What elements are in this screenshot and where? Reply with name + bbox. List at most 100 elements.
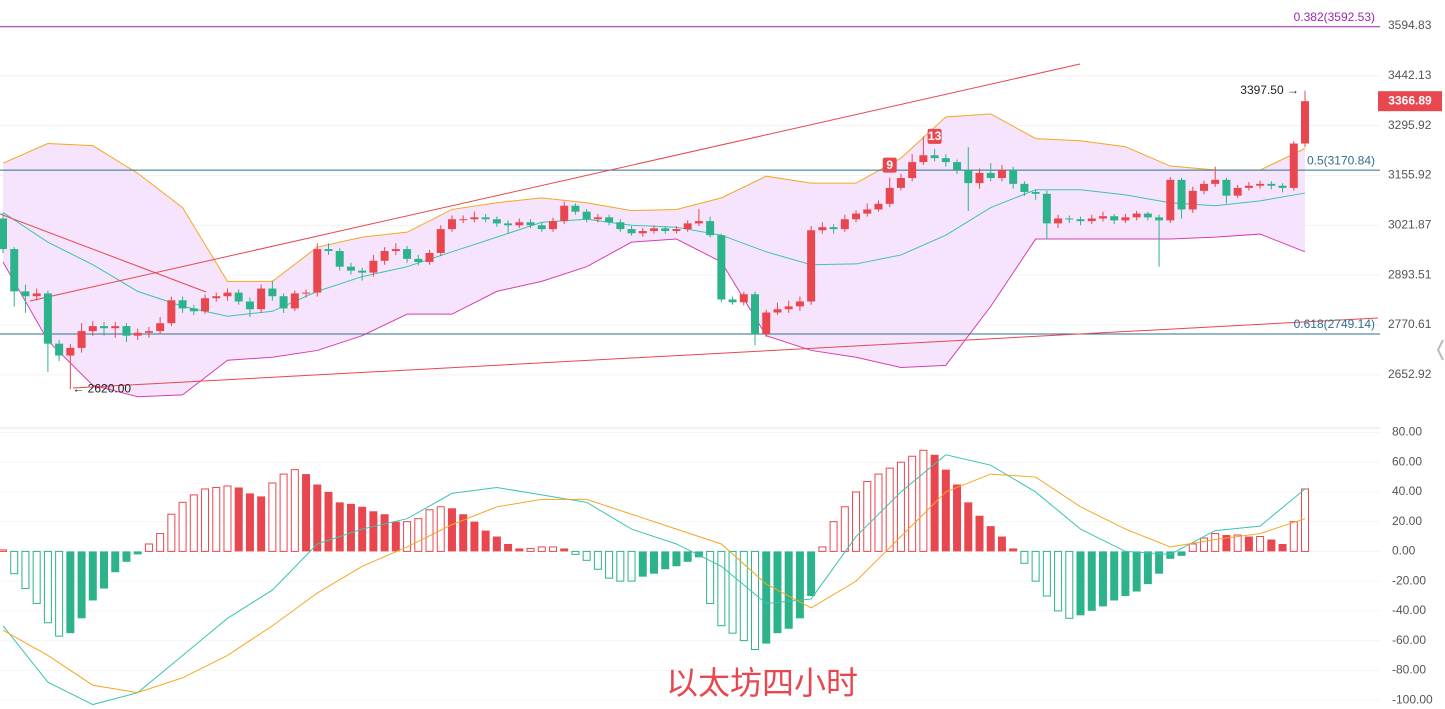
candle-body [1076,219,1085,222]
candle-body [818,227,827,231]
macd-bar [346,503,355,552]
y-tick-label: 2652.92 [1388,367,1432,381]
extreme-label: 3397.50 → [1240,83,1299,97]
candle-body [986,172,995,179]
price-tag-label: 3366.89 [1388,93,1432,107]
candle-body [391,249,400,252]
macd-bar [717,550,726,627]
macd-bar [1256,536,1265,552]
candle-body [1278,185,1287,188]
y-tick-label: 3295.92 [1388,118,1432,132]
candle-body [122,326,131,336]
macd-bar [953,484,962,552]
candle-body [840,219,849,230]
trend-line [29,63,1081,302]
candle-body [156,323,165,332]
candle-body [223,292,232,297]
macd-bar [1166,551,1175,559]
candle-body [964,170,973,184]
macd-bar [290,469,299,552]
macd-bar [515,548,524,552]
candle-body [313,249,322,293]
candle-body [88,326,97,332]
macd-bar [481,530,490,552]
macd-bar [852,491,861,552]
candle-body [1267,183,1276,186]
candle-body [896,178,905,188]
macd-bar [1244,536,1253,552]
candle-body [189,308,198,312]
candle-body [167,300,176,324]
candle-body [863,209,872,214]
macd-bar [1121,551,1130,597]
candle-body [717,235,726,300]
macd-bar [1233,534,1242,552]
macd-bar [0,549,7,552]
candle-body [234,292,243,302]
candle-body [1031,191,1040,194]
candle-body [133,332,142,336]
candle-body [1098,216,1107,219]
macd-bar [560,548,569,552]
y-tick-label: 3442.13 [1388,68,1432,82]
macd-bar [1188,543,1197,552]
candle-body [650,228,658,232]
chart-title: 以太坊四小时 [666,664,858,702]
candle-body [616,222,625,230]
macd-bar [650,551,658,574]
candle-body [1143,213,1152,218]
candle-body [245,301,254,310]
macd-bar [964,502,973,552]
candle-body [10,249,19,292]
candle-body [369,260,378,273]
candle-body [100,326,109,329]
macd-bar [1155,551,1164,574]
y-tick-label: 80.00 [1392,425,1422,439]
macd-bar [1301,488,1309,552]
candle-body [302,292,311,294]
macd-bar [234,487,243,552]
candle-body [1110,216,1119,221]
td-label: 9 [886,158,893,172]
macd-bar [100,551,109,589]
candle-body [380,251,389,261]
candle-body [1244,185,1253,188]
macd-bar [369,511,378,552]
macd-bar [324,491,333,552]
macd-bar [1222,535,1231,552]
macd-bar [1042,550,1051,597]
macd-bar [43,550,52,624]
candle-body [1009,170,1018,184]
macd-bar [504,543,513,552]
candle-body [414,258,423,262]
candle-body [358,270,367,273]
macd-bar [1054,550,1063,612]
candle-body [257,288,266,310]
candle-body [694,221,703,224]
candle-body [481,217,490,220]
candle-body [1065,218,1074,220]
candle-body [178,300,187,309]
candle-body [627,229,636,234]
macd-bar [582,550,591,561]
macd-bar [863,481,872,552]
candle-body [941,158,950,163]
y-tick-label: 3021.87 [1388,218,1432,232]
macd-bar [380,514,389,552]
candle-body [515,222,524,226]
macd-bar [638,551,647,577]
macd-bar [459,514,468,552]
macd-bar [414,518,423,552]
candle-body [77,331,86,348]
candle-body [436,229,445,253]
y-tick-label: 3155.92 [1388,168,1432,182]
side-handle[interactable] [1436,339,1444,361]
candle-body [548,221,557,230]
macd-bar [683,551,692,562]
candle-body [1042,193,1051,224]
fib-label: 0.5(3170.84) [1307,153,1375,167]
macd-bar [593,550,602,570]
fib-label: 0.618(2749.14) [1294,317,1375,331]
